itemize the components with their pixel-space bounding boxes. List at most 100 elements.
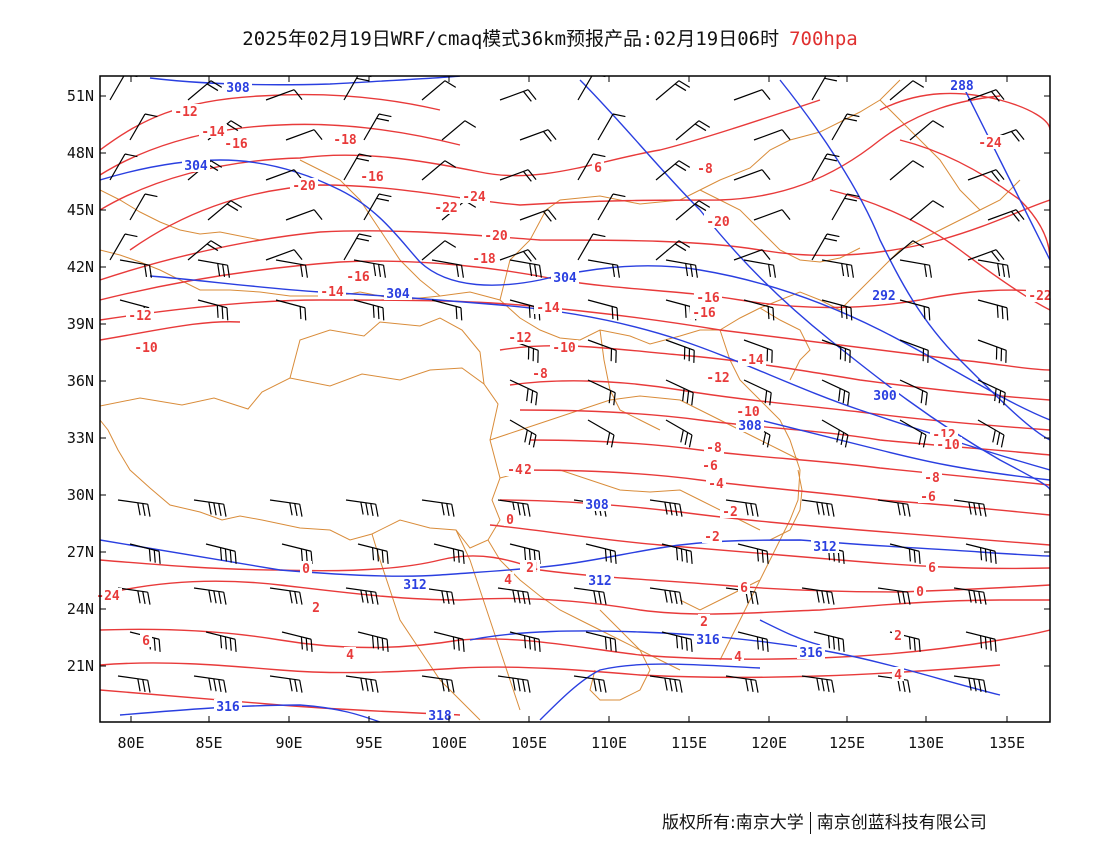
wind-barb bbox=[431, 259, 464, 278]
wind-barb bbox=[275, 259, 308, 278]
temperature-label: -16 bbox=[346, 270, 370, 285]
label-bg bbox=[704, 440, 724, 454]
temperature-label: 2 bbox=[894, 629, 902, 644]
lon-tick-label: 90E bbox=[275, 734, 302, 752]
height-label: 292 bbox=[872, 289, 895, 304]
height-isoline bbox=[119, 704, 381, 722]
wind-barb bbox=[585, 631, 617, 652]
label-bg bbox=[702, 529, 722, 543]
wind-barb bbox=[889, 543, 921, 564]
wind-barb bbox=[509, 259, 542, 278]
wind-barb bbox=[363, 113, 392, 141]
temperature-isoline bbox=[100, 555, 1050, 593]
label-bg bbox=[140, 633, 152, 647]
label-bg bbox=[505, 462, 525, 476]
temperature-isoline bbox=[899, 139, 1050, 261]
wind-barb bbox=[499, 89, 537, 102]
temperature-isoline bbox=[509, 380, 1050, 431]
wind-barb bbox=[357, 543, 389, 564]
label-bg bbox=[504, 512, 516, 526]
temperature-label: -10 bbox=[736, 405, 760, 420]
temperature-label: -16 bbox=[692, 306, 716, 321]
lat-tick-label: 21N bbox=[67, 657, 94, 675]
wind-barb bbox=[909, 120, 945, 141]
wind-barb bbox=[109, 233, 138, 261]
wind-barb bbox=[357, 631, 389, 652]
wind-barb bbox=[421, 160, 457, 181]
lon-tick-label: 135E bbox=[989, 734, 1025, 752]
wind-barb bbox=[801, 587, 835, 605]
temperature-isoline bbox=[100, 299, 1050, 371]
height-label: 312 bbox=[403, 578, 426, 593]
temperature-label: 6 bbox=[142, 634, 150, 649]
wind-barb bbox=[285, 209, 323, 221]
temperature-label: -16 bbox=[696, 291, 720, 306]
wind-barb bbox=[117, 587, 151, 605]
temperature-label: -4 bbox=[708, 477, 724, 492]
wind-barb bbox=[129, 193, 158, 221]
label-bg bbox=[704, 370, 732, 384]
label-bg bbox=[384, 286, 412, 300]
wind-barb bbox=[285, 129, 323, 141]
label-bg bbox=[432, 200, 460, 214]
wind-barb bbox=[649, 675, 683, 693]
wind-barb bbox=[281, 631, 313, 652]
wind-barb bbox=[269, 499, 303, 517]
wind-barb bbox=[269, 587, 303, 605]
temperature-label: -20 bbox=[706, 215, 730, 230]
label-bg bbox=[704, 214, 732, 228]
wind-barb bbox=[675, 200, 711, 221]
label-bg bbox=[892, 667, 904, 681]
label-bg bbox=[482, 228, 510, 242]
wind-barb bbox=[129, 543, 161, 564]
wind-barb bbox=[899, 259, 932, 278]
label-bg bbox=[199, 124, 227, 138]
wind-barb bbox=[431, 299, 463, 321]
label-bg bbox=[290, 178, 318, 192]
temperature-label: -12 bbox=[128, 309, 151, 324]
wind-barb bbox=[665, 419, 693, 448]
wind-barb bbox=[353, 259, 386, 278]
wind-barb bbox=[831, 113, 860, 141]
temperature-label: -18 bbox=[472, 252, 496, 267]
wind-barb bbox=[801, 499, 835, 517]
wind-barb bbox=[899, 339, 929, 363]
lat-tick-label: 33N bbox=[67, 429, 94, 447]
wind-barb bbox=[343, 153, 372, 181]
wind-barb bbox=[753, 209, 791, 221]
wind-barb bbox=[661, 631, 693, 652]
wind-barb bbox=[899, 299, 931, 321]
temperature-label: -12 bbox=[706, 371, 729, 386]
border-line bbox=[759, 307, 811, 381]
wind-barb bbox=[519, 209, 557, 222]
temperature-label: -12 bbox=[508, 331, 531, 346]
wind-barb bbox=[953, 587, 987, 605]
height-label: 304 bbox=[386, 287, 410, 302]
height-label: 308 bbox=[226, 81, 250, 96]
height-label: 308 bbox=[738, 419, 762, 434]
temperature-label: 0 bbox=[302, 562, 310, 577]
wind-barb bbox=[821, 419, 849, 448]
temperature-isoline bbox=[829, 189, 1050, 311]
lat-tick-label: 42N bbox=[67, 258, 94, 276]
label-bg bbox=[534, 300, 562, 314]
footer-separator bbox=[809, 812, 811, 834]
wind-barb bbox=[519, 129, 557, 142]
wind-barb bbox=[953, 499, 987, 517]
wind-barb bbox=[665, 259, 698, 278]
label-bg bbox=[426, 708, 454, 722]
height-label: 304 bbox=[184, 159, 208, 174]
height-label: 312 bbox=[588, 574, 611, 589]
wind-barb bbox=[587, 379, 616, 406]
lat-tick-label: 45N bbox=[67, 201, 94, 219]
border-line bbox=[371, 533, 481, 721]
border-line bbox=[719, 329, 801, 661]
wind-barb bbox=[587, 299, 619, 321]
wind-barb bbox=[509, 379, 538, 406]
wind-barb bbox=[577, 233, 606, 261]
temperature-label: -6 bbox=[702, 459, 718, 474]
temperature-label: 4 bbox=[734, 650, 742, 665]
wind-barb bbox=[977, 379, 1006, 406]
border-line bbox=[487, 539, 681, 671]
wind-barb bbox=[577, 153, 606, 181]
